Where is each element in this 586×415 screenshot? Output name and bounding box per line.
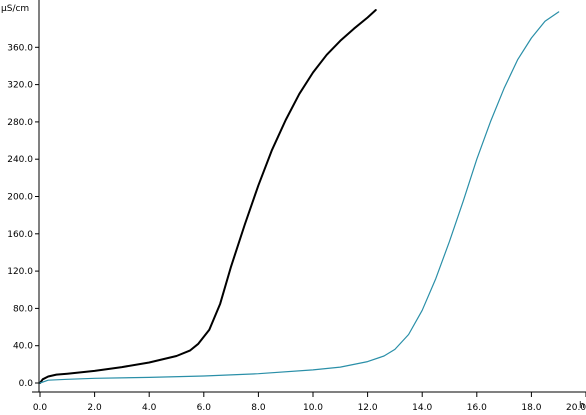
y-tick-label: 240.0: [7, 155, 33, 165]
y-tick-label: 80.0: [13, 304, 33, 314]
series-layer: [39, 9, 560, 384]
x-tick-label: 2.0: [87, 403, 102, 413]
axes: [32, 0, 586, 393]
x-tick-label: 16.0: [467, 403, 487, 413]
y-tick-label: 40.0: [13, 342, 33, 352]
x-tick-label: 8.0: [251, 403, 266, 413]
x-tick-label: 20.0: [566, 403, 586, 413]
x-tick-label: 0.0: [33, 403, 48, 413]
y-tick-label: 0.0: [19, 379, 34, 389]
x-tick-label: 10.0: [303, 403, 323, 413]
x-axis-ticks: 0.0 2.0 4.0 6.0 8.0 10.0 12.0 14.0 16.0 18.0 20.0: [33, 392, 586, 413]
y-tick-label: 320.0: [7, 81, 33, 91]
y-tick-label: 360.0: [7, 43, 33, 53]
x-tick-label: 12.0: [358, 403, 378, 413]
x-axis-unit-label: h: [579, 401, 585, 411]
series-line-2: [39, 11, 560, 384]
y-tick-label: 280.0: [7, 118, 33, 128]
y-axis-ticks: 0.0 40.0 80.0 120.0 160.0 200.0 240.0 280.0 320.…: [7, 43, 39, 389]
x-tick-label: 6.0: [197, 403, 212, 413]
series-line-1: [39, 9, 377, 384]
y-tick-label: 160.0: [7, 230, 33, 240]
x-tick-label: 18.0: [521, 403, 541, 413]
y-tick-label: 120.0: [7, 267, 33, 277]
x-tick-label: 4.0: [142, 403, 157, 413]
y-tick-label: 200.0: [7, 193, 33, 203]
x-tick-label: 14.0: [412, 403, 432, 413]
y-axis-unit-label: µS/cm: [1, 4, 29, 14]
